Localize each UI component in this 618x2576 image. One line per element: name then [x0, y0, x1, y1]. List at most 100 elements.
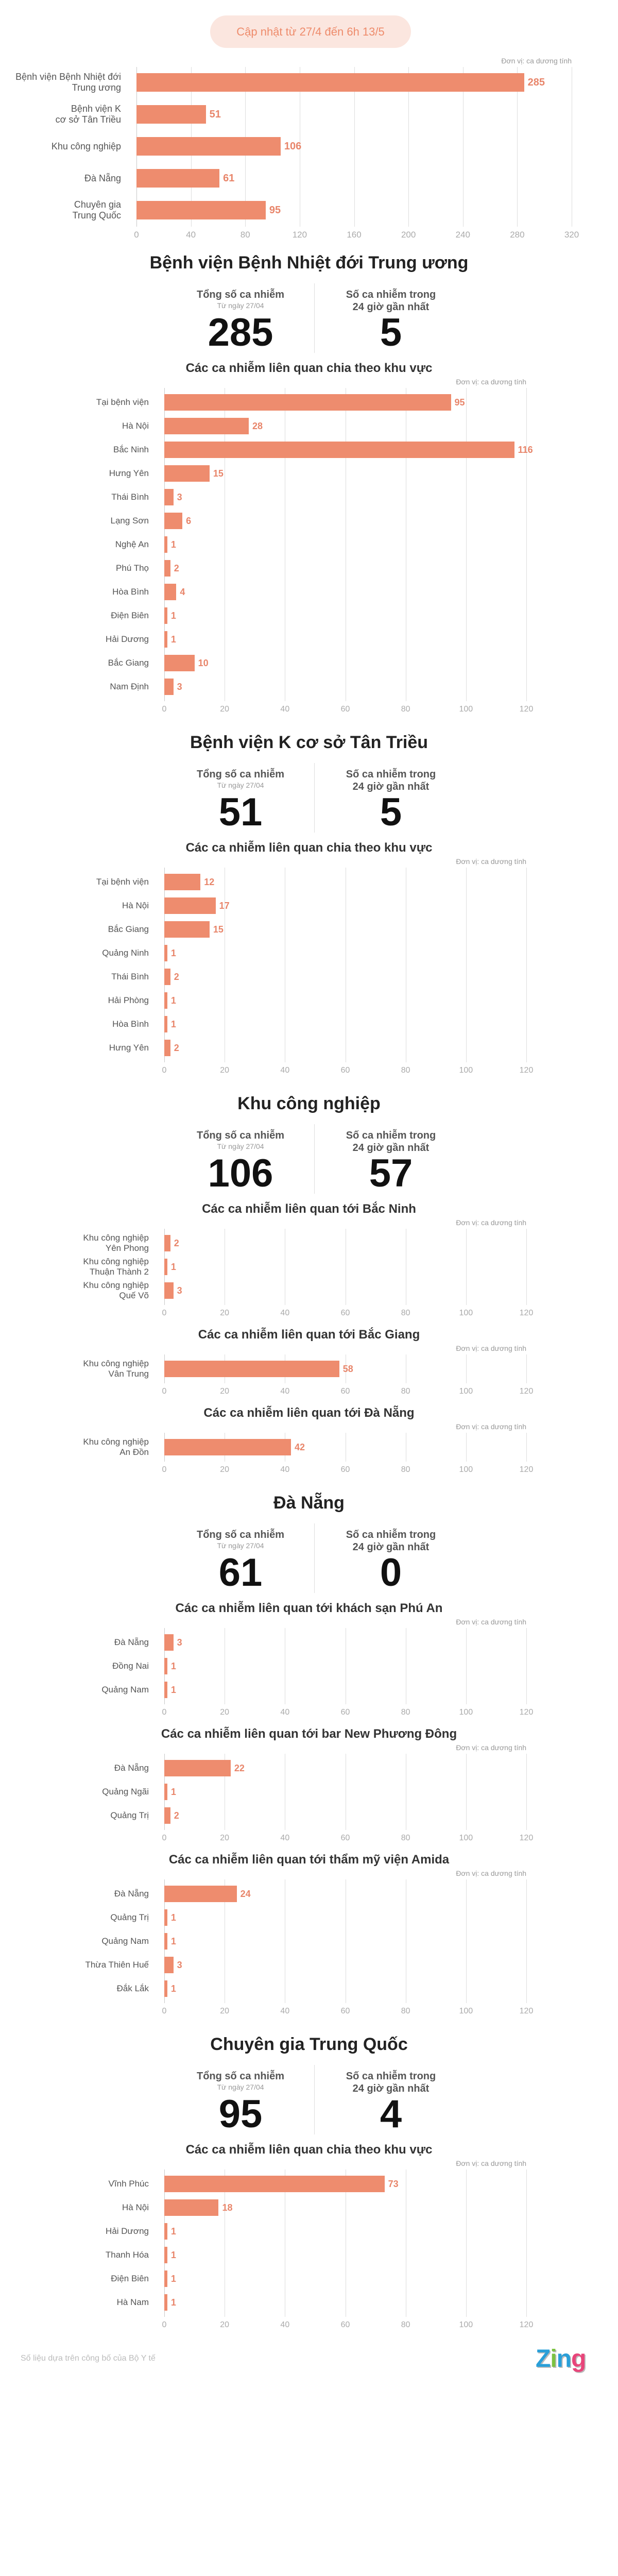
bar [164, 2176, 385, 2192]
bar [164, 418, 249, 434]
gridline [526, 2170, 527, 2317]
bar [164, 1634, 174, 1651]
unit-label: Đơn vị: ca dương tính [456, 2159, 526, 2167]
x-tick-label: 0 [134, 230, 139, 240]
x-tick-label: 100 [459, 705, 473, 714]
chart-title: Các ca nhiễm liên quan tới Bắc Ninh [202, 1202, 416, 1216]
category-label: Hà Nội [122, 421, 149, 431]
gridline [466, 1754, 467, 1830]
value-label: 1 [170, 1936, 176, 1946]
value-label: 106 [284, 141, 302, 152]
stats-divider [314, 283, 315, 353]
gridline [526, 1754, 527, 1830]
gridline [517, 67, 518, 227]
x-tick-label: 40 [186, 230, 196, 240]
gridline [466, 868, 467, 1062]
x-tick-label: 60 [340, 1066, 350, 1075]
x-tick-label: 120 [519, 2007, 534, 2015]
logo-letter: n [556, 2345, 572, 2372]
x-tick-label: 80 [401, 1387, 410, 1396]
value-label: 3 [177, 1637, 182, 1648]
x-tick-label: 120 [519, 705, 534, 714]
x-tick-label: 20 [220, 1834, 230, 1842]
total-cases-value: 51 [218, 790, 263, 834]
value-label: 3 [177, 1960, 182, 1970]
bar [164, 1807, 170, 1824]
x-tick-label: 100 [459, 1309, 473, 1317]
x-tick-label: 40 [280, 1066, 290, 1075]
category-label: Nam Định [110, 682, 149, 691]
category-label: Chuyên gia Trung Quốc [72, 199, 121, 221]
recent-cases-label-line1: Số ca nhiễm trong [346, 1529, 436, 1540]
value-label: 42 [295, 1442, 305, 1452]
x-tick-label: 40 [280, 1387, 290, 1396]
recent-cases-value: 5 [380, 311, 402, 354]
x-tick-label: 0 [162, 1834, 167, 1842]
gridline [526, 1879, 527, 2003]
gridline [164, 868, 165, 1062]
x-tick-label: 40 [280, 2007, 290, 2015]
section-title: Bệnh viện K cơ sở Tân Triều [190, 733, 428, 752]
category-label: Điện Biên [111, 2274, 149, 2283]
unit-label: Đơn vị: ca dương tính [456, 378, 526, 386]
section-title: Bệnh viện Bệnh Nhiệt đới Trung ương [149, 253, 469, 273]
x-tick-label: 40 [280, 1465, 290, 1474]
gridline [408, 67, 409, 227]
bar [164, 874, 201, 890]
category-label: Khu công nghiệp Quế Võ [83, 1280, 149, 1300]
value-label: 15 [213, 468, 224, 479]
gridline [466, 388, 467, 701]
category-label: Hòa Bình [112, 1019, 149, 1029]
x-tick-label: 120 [519, 2320, 534, 2329]
x-tick-label: 100 [459, 1834, 473, 1842]
x-tick-label: 40 [280, 1834, 290, 1842]
value-label: 61 [223, 173, 235, 184]
value-label: 1 [170, 634, 176, 645]
bar [164, 1439, 291, 1455]
x-tick-label: 0 [162, 1708, 167, 1717]
category-label: Tại bệnh viện [96, 877, 149, 887]
bar [164, 1016, 167, 1032]
value-label: 73 [388, 2179, 399, 2189]
category-label: Hà Nội [122, 2202, 149, 2212]
category-label: Thừa Thiên Huế [85, 1960, 149, 1970]
x-tick-label: 120 [292, 230, 307, 240]
recent-cases-label-line2: 24 giờ gần nhất [352, 1142, 430, 1154]
category-label: Đà Nẵng [84, 173, 121, 183]
value-label: 2 [174, 1238, 179, 1248]
bar [164, 631, 167, 648]
bar [164, 1909, 167, 1926]
value-label: 3 [177, 682, 182, 692]
category-label: Khu công nghiệp Thuận Thành 2 [83, 1257, 149, 1277]
bar [164, 1259, 167, 1275]
total-cases-label: Tổng số ca nhiễm [196, 2071, 285, 2082]
bar [164, 1282, 174, 1299]
x-tick-label: 0 [162, 2320, 167, 2329]
x-tick-label: 280 [510, 230, 525, 240]
value-label: 15 [213, 924, 224, 935]
unit-label: Đơn vị: ca dương tính [456, 1422, 526, 1431]
bar [164, 1760, 231, 1776]
chart-title: Các ca nhiễm liên quan tới bar New Phươn… [161, 1727, 457, 1741]
category-label: Hà Nội [122, 901, 149, 910]
bar [164, 536, 167, 553]
bar [164, 513, 183, 529]
gridline [466, 1628, 467, 1704]
value-label: 2 [174, 1810, 179, 1821]
bar [164, 1040, 170, 1056]
value-label: 1 [170, 1984, 176, 1994]
value-label: 22 [234, 1763, 245, 1773]
category-label: Khu công nghiệp Vân Trung [83, 1359, 149, 1379]
bar [164, 394, 451, 411]
value-label: 1 [170, 1661, 176, 1671]
recent-cases-label-line2: 24 giờ gần nhất [352, 301, 430, 313]
x-tick-label: 80 [401, 1834, 410, 1842]
x-tick-label: 0 [162, 705, 167, 714]
category-label: Hòa Bình [112, 587, 149, 597]
stats-divider [314, 2065, 315, 2134]
category-label: Vĩnh Phúc [108, 2179, 149, 2189]
x-tick-label: 60 [340, 705, 350, 714]
category-label: Đà Nẵng [114, 1889, 149, 1899]
category-label: Quảng Nam [101, 1936, 149, 1946]
value-label: 1 [170, 1685, 176, 1695]
